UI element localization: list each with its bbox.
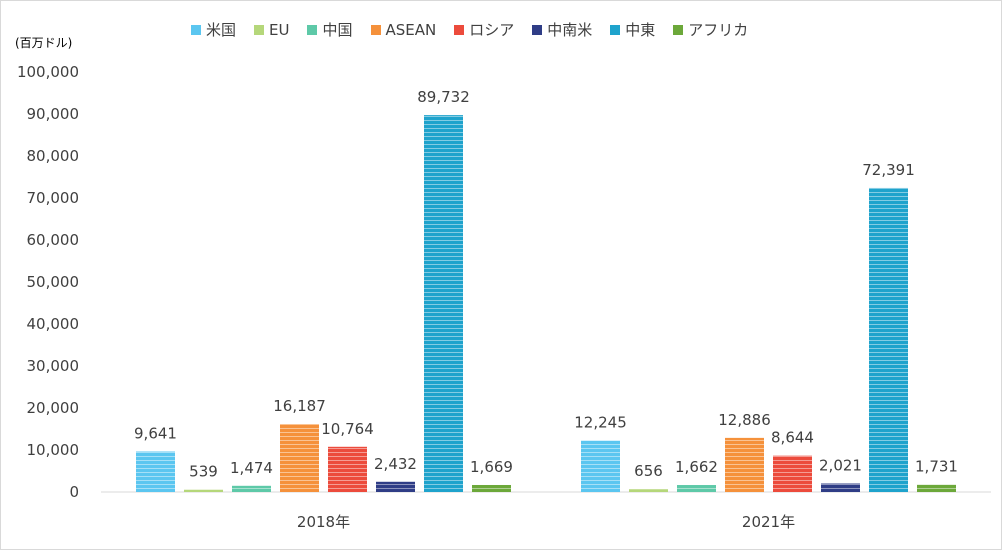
x-category-label: 2021年 [742,513,795,531]
legend-swatch [532,24,543,35]
legend-item: 米国 [191,19,236,40]
data-label: 12,245 [574,414,627,432]
legend-label: 中東 [625,21,656,39]
y-tick-label: 0 [69,483,79,501]
legend-swatch [673,24,684,35]
data-label: 656 [634,462,663,480]
legend-label: 米国 [206,21,237,39]
legend-label: ロシア [469,21,515,39]
y-tick-label: 20,000 [27,399,80,417]
data-label: 1,731 [915,458,958,476]
legend-item: 中南米 [532,19,592,40]
data-label: 2,432 [374,455,417,473]
bar [328,446,367,492]
data-label: 89,732 [417,88,470,106]
legend-swatch [254,24,265,35]
chart-legend: 米国 EU 中国 ASEAN ロシア 中南米 中東 アフリカ [191,19,766,40]
bar [424,115,463,492]
bar [629,489,668,492]
data-label: 16,187 [273,397,326,415]
y-tick-label: 10,000 [27,441,80,459]
bar [869,187,908,492]
bar [280,424,319,492]
bar [376,481,415,492]
data-label: 539 [189,463,218,481]
data-label: 10,764 [321,420,374,438]
y-tick-label: 30,000 [27,357,80,375]
y-tick-label: 100,000 [17,63,79,81]
legend-swatch [370,24,381,35]
bar [581,440,620,492]
legend-swatch [454,24,465,35]
legend-label: 中南米 [547,21,593,39]
x-category-label: 2018年 [297,513,350,531]
bar [472,484,511,492]
legend-label: ASEAN [385,20,437,39]
y-tick-label: 90,000 [27,105,80,123]
data-label: 9,641 [134,425,177,443]
data-label: 2,021 [819,457,862,475]
legend-label: アフリカ [688,21,749,39]
bar [136,451,175,492]
data-label: 12,886 [718,411,771,429]
data-label: 72,391 [862,161,915,179]
y-tick-label: 70,000 [27,189,80,207]
y-tick-label: 40,000 [27,315,80,333]
data-label: 1,474 [230,459,273,477]
legend-item: EU [254,21,289,39]
legend-item: 中東 [610,19,655,40]
bar [773,455,812,492]
bar [232,485,271,492]
y-tick-label: 60,000 [27,231,80,249]
bar [917,484,956,492]
y-tick-label: 50,000 [27,273,80,291]
legend-item: ロシア [454,19,514,40]
legend-label: EU [269,20,290,39]
data-label: 1,669 [470,458,513,476]
y-axis-unit-label: (百万ドル) [15,36,73,50]
legend-swatch [610,24,621,35]
legend-item: アフリカ [673,19,748,40]
legend-swatch [191,24,201,35]
bar [821,483,860,492]
data-label: 8,644 [771,429,814,447]
legend-swatch [307,24,318,35]
legend-label: 中国 [322,21,353,39]
bar [725,437,764,492]
bar [677,485,716,492]
data-label: 1,662 [675,458,718,476]
bar [184,489,223,492]
legend-item: ASEAN [370,20,437,39]
legend-item: 中国 [307,19,353,40]
y-tick-label: 80,000 [27,147,80,165]
